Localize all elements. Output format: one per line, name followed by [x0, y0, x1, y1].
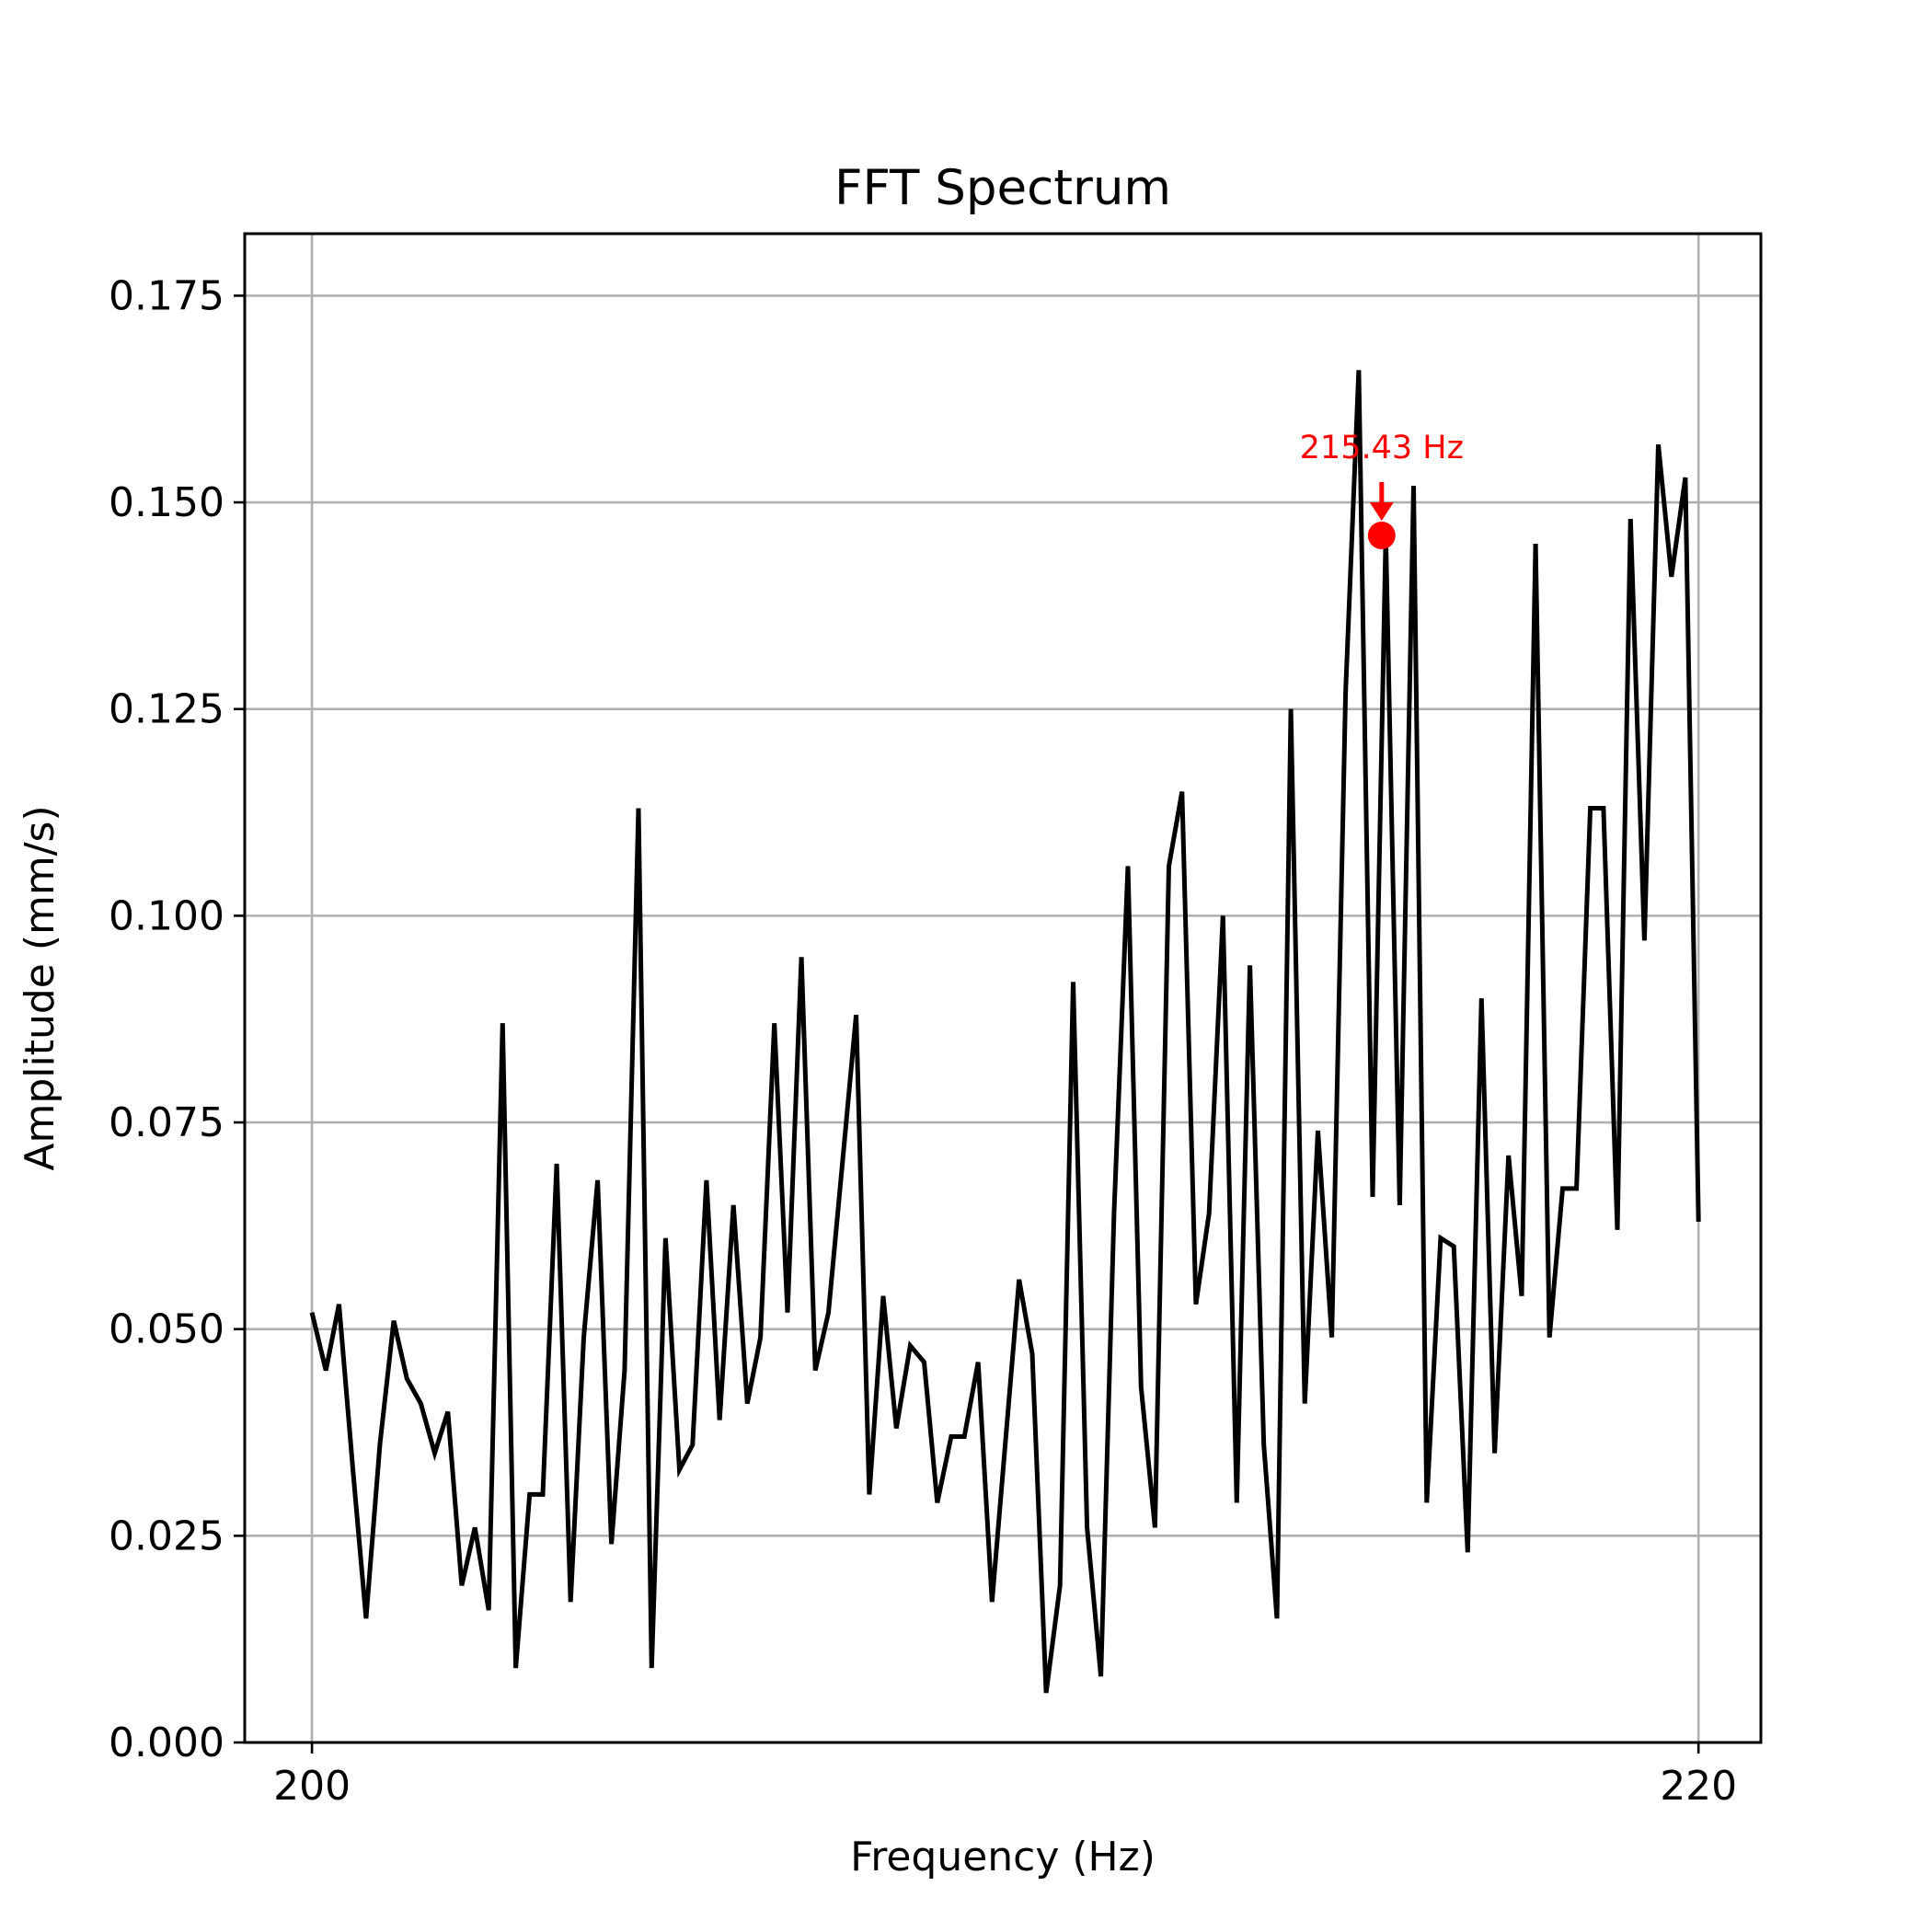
y-tick-label: 0.000 — [109, 1719, 224, 1766]
peak-marker — [1367, 522, 1396, 549]
annotation-layer: 215.43 Hz — [1300, 430, 1464, 549]
plot-frame — [243, 232, 1763, 1744]
y-tick-label: 0.050 — [109, 1306, 224, 1353]
series-layer — [309, 370, 1701, 1694]
y-tick-label: 0.175 — [109, 272, 224, 319]
x-axis-label: Frequency (Hz) — [850, 1834, 1156, 1880]
chart-title: FFT Spectrum — [834, 160, 1171, 216]
y-axis-label: Amplitude (mm/s) — [17, 805, 63, 1170]
y-tick-label: 0.075 — [109, 1099, 224, 1146]
tick-layer: 0.000 0.025 0.050 0.075 0.100 0.125 0.150 0.175… — [109, 272, 1737, 1810]
x-tick-label: 220 — [1660, 1763, 1737, 1810]
peak-annotation-label: 215.43 Hz — [1300, 430, 1464, 466]
y-tick-label: 0.100 — [109, 892, 224, 939]
spectrum-line — [309, 370, 1701, 1694]
y-tick-label: 0.125 — [109, 686, 224, 733]
peak-arrow-head — [1369, 502, 1394, 521]
y-tick-label: 0.025 — [109, 1512, 224, 1559]
x-tick-label: 200 — [273, 1763, 351, 1810]
y-tick-label: 0.150 — [109, 479, 224, 526]
